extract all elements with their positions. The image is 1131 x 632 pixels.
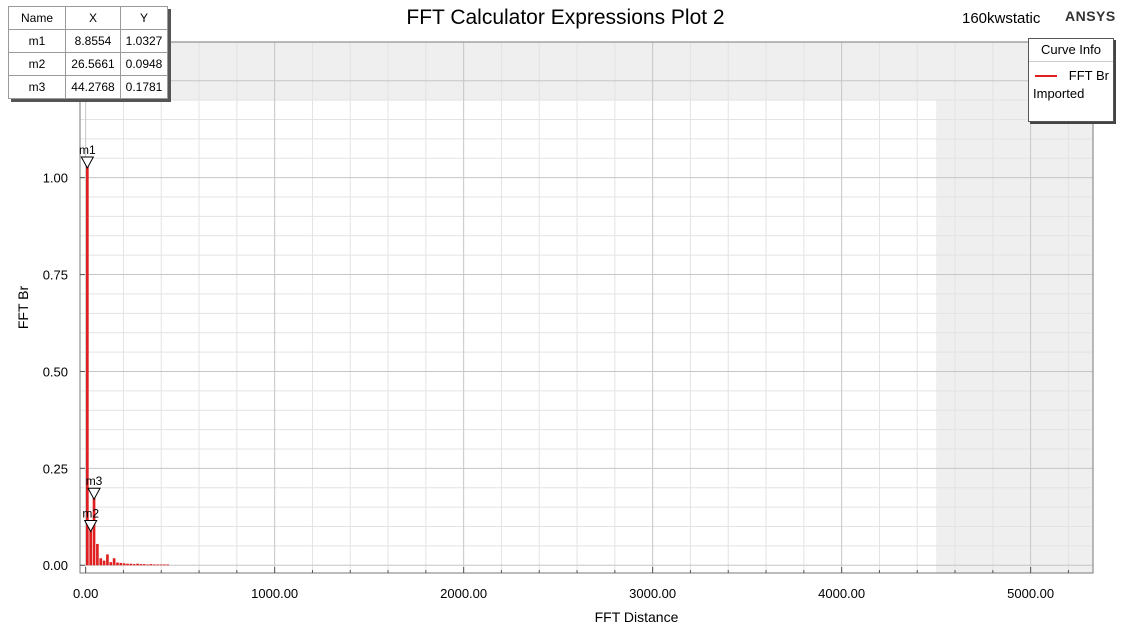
marker-y: 0.0948 — [121, 53, 168, 76]
fft-bar[interactable] — [133, 564, 136, 565]
marker-x: 44.2768 — [66, 76, 121, 99]
fft-bar[interactable] — [89, 529, 92, 566]
marker-header-y: Y — [121, 7, 168, 30]
marker-table[interactable]: Name X Y m1 8.8554 1.0327 m2 26.5661 0.0… — [8, 6, 168, 99]
table-row[interactable]: m1 8.8554 1.0327 — [9, 30, 168, 53]
fft-bar[interactable] — [126, 564, 129, 566]
legend-entry[interactable]: FFT Br — [1029, 66, 1113, 86]
fft-bar[interactable] — [106, 554, 109, 565]
fft-bar[interactable] — [103, 561, 106, 566]
y-tick-label: 0.25 — [43, 461, 68, 476]
shaded-region — [80, 42, 1093, 100]
y-axis-label: FFT Br — [15, 286, 31, 330]
marker-name: m2 — [9, 53, 66, 76]
legend-line-swatch — [1035, 75, 1057, 77]
x-axis-label: FFT Distance — [595, 609, 679, 625]
fft-bar[interactable] — [146, 564, 149, 565]
fft-bar[interactable] — [156, 564, 159, 565]
y-tick-label: 0.00 — [43, 558, 68, 573]
fft-bar[interactable] — [153, 564, 156, 565]
fft-bar[interactable] — [119, 563, 122, 565]
legend-entry-name: FFT Br — [1069, 68, 1109, 83]
legend-entry-source: Imported — [1029, 86, 1113, 101]
marker-label: m3 — [86, 474, 103, 488]
fft-bar[interactable] — [136, 564, 139, 566]
fft-bar[interactable] — [130, 564, 133, 566]
y-tick-label: 0.50 — [43, 364, 68, 379]
x-tick-label: 2000.00 — [440, 586, 487, 601]
y-tick-label: 1.00 — [43, 171, 68, 186]
fft-bar[interactable] — [99, 558, 102, 565]
marker-header-name: Name — [9, 7, 66, 30]
x-tick-label: 1000.00 — [251, 586, 298, 601]
x-tick-label: 4000.00 — [818, 586, 865, 601]
fft-bar[interactable] — [140, 564, 143, 565]
fft-bar[interactable] — [166, 564, 169, 565]
fft-bar[interactable] — [163, 564, 166, 565]
fft-bar[interactable] — [160, 564, 163, 565]
ansys-logo: ANSYS — [1065, 8, 1116, 24]
curve-info-legend[interactable]: Curve Info FFT Br Imported — [1028, 38, 1114, 122]
marker-label: m1 — [79, 143, 96, 157]
fft-bar[interactable] — [143, 564, 146, 565]
marker-y: 1.0327 — [121, 30, 168, 53]
marker-y: 0.1781 — [121, 76, 168, 99]
x-tick-label: 3000.00 — [629, 586, 676, 601]
marker-name: m1 — [9, 30, 66, 53]
marker-header-x: X — [66, 7, 121, 30]
fft-bar[interactable] — [109, 562, 112, 565]
marker-table-header: Name X Y — [9, 7, 168, 30]
fft-bar[interactable] — [86, 165, 89, 565]
design-name: 160kwstatic — [962, 10, 1040, 27]
x-tick-label: 0.00 — [73, 586, 98, 601]
fft-bar[interactable] — [116, 563, 119, 566]
x-tick-label: 5000.00 — [1007, 586, 1054, 601]
fft-bar[interactable] — [96, 544, 99, 565]
y-tick-label: 0.75 — [43, 268, 68, 283]
fft-bar[interactable] — [150, 564, 153, 565]
marker-label: m2 — [82, 507, 99, 521]
fft-bar[interactable] — [123, 563, 126, 565]
table-row[interactable]: m3 44.2768 0.1781 — [9, 76, 168, 99]
fft-bar[interactable] — [113, 558, 116, 565]
marker-x: 8.8554 — [66, 30, 121, 53]
table-row[interactable]: m2 26.5661 0.0948 — [9, 53, 168, 76]
marker-name: m3 — [9, 76, 66, 99]
legend-title: Curve Info — [1029, 39, 1113, 62]
marker-x: 26.5661 — [66, 53, 121, 76]
